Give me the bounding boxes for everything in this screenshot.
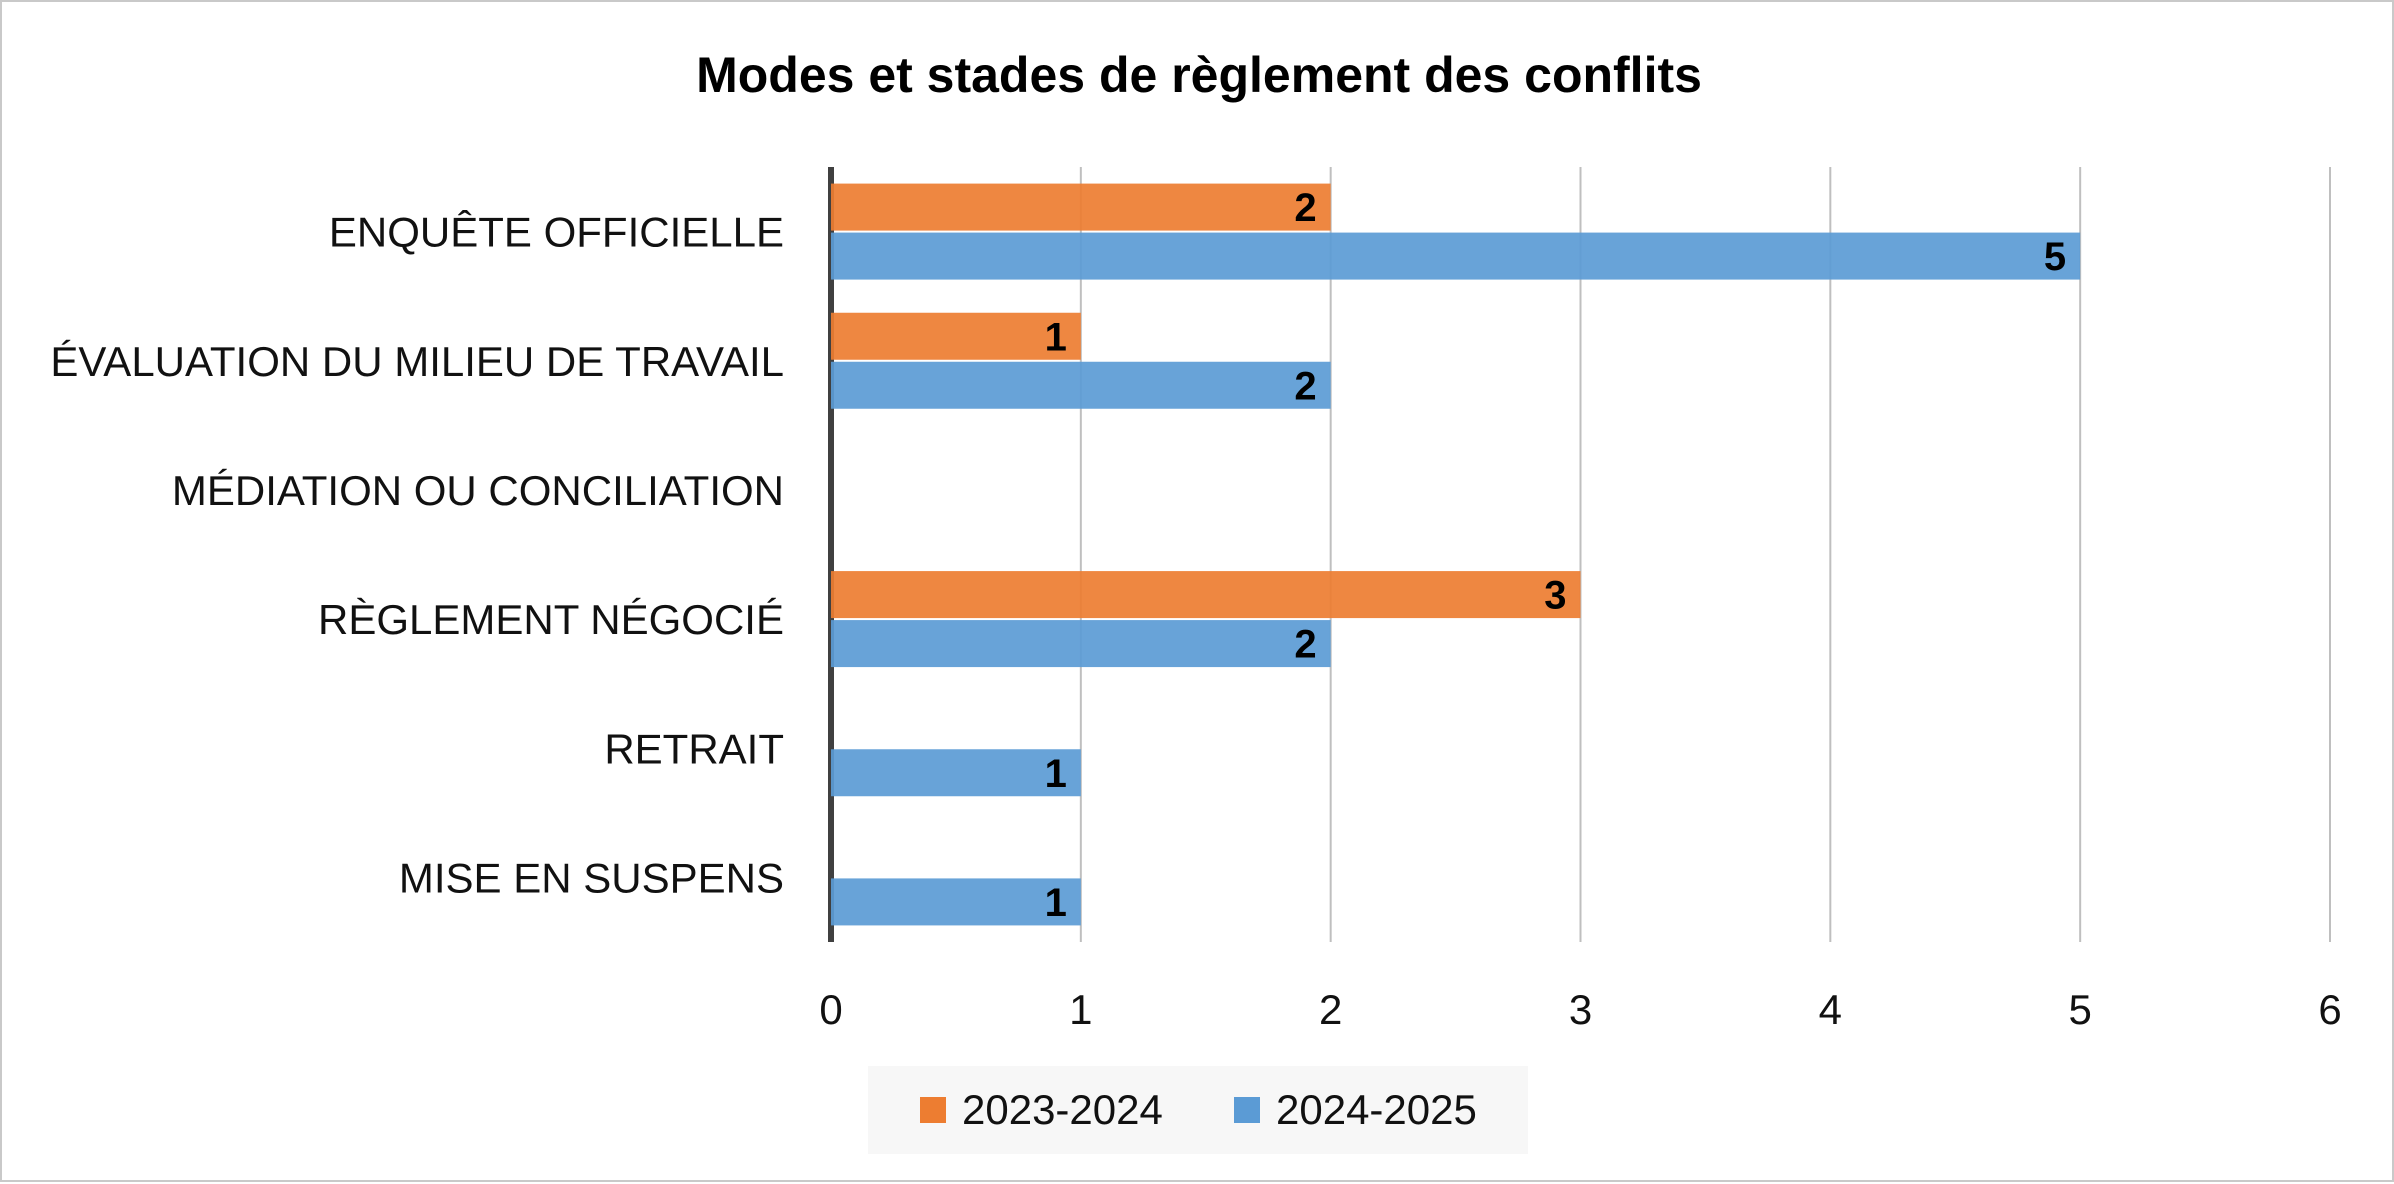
x-axis-ticks: 0 1 2 3 4 5 6 [819,986,2341,1033]
x-tick-label: 0 [819,986,842,1033]
legend-swatch [1234,1097,1260,1123]
x-tick-label: 6 [2318,986,2341,1033]
data-label: 5 [2044,235,2066,279]
legend: 2023-2024 2024-2025 [868,1066,1528,1154]
x-tick-label: 3 [1569,986,1592,1033]
x-tick-label: 4 [1819,986,1842,1033]
data-label: 3 [1544,574,1566,618]
bar-2023-2024-4 [831,571,1581,619]
data-label: 2 [1294,186,1316,230]
data-label: 1 [1045,881,1067,925]
legend-label: 2023-2024 [962,1086,1163,1133]
category-label: MÉDIATION OU CONCILIATION [172,467,784,514]
bar-2024-2025-4 [831,620,1331,668]
data-labels: 2 5 1 2 3 2 1 1 [1045,186,2067,925]
x-tick-label: 1 [1069,986,1092,1033]
data-label: 2 [1294,364,1316,408]
category-label: RETRAIT [604,725,784,772]
legend-swatch [920,1097,946,1123]
data-label: 2 [1294,623,1316,667]
bar-2023-2024-2 [831,312,1081,360]
category-label: MISE EN SUSPENS [399,854,784,901]
category-label: RÈGLEMENT NÉGOCIÉ [318,596,784,643]
x-tick-label: 5 [2068,986,2091,1033]
data-label: 1 [1045,315,1067,359]
bar-2023-2024-1 [831,183,1331,231]
legend-box [868,1066,1528,1154]
category-labels: ENQUÊTE OFFICIELLE ÉVALUATION DU MILIEU D… [50,209,784,902]
chart-title: Modes et stades de règlement des conflit… [696,47,1702,103]
legend-label: 2024-2025 [1276,1086,1477,1133]
gridlines [828,167,2331,942]
data-label: 1 [1045,752,1067,796]
bar-2024-2025-1 [831,232,2081,280]
bar-2024-2025-2 [831,361,1331,409]
bar-2024-2025-6 [831,878,1081,926]
x-tick-label: 2 [1319,986,1342,1033]
category-label: ENQUÊTE OFFICIELLE [329,209,784,256]
category-label: ÉVALUATION DU MILIEU DE TRAVAIL [50,338,784,385]
bar-2024-2025-5 [831,749,1081,797]
bars [831,183,2081,926]
